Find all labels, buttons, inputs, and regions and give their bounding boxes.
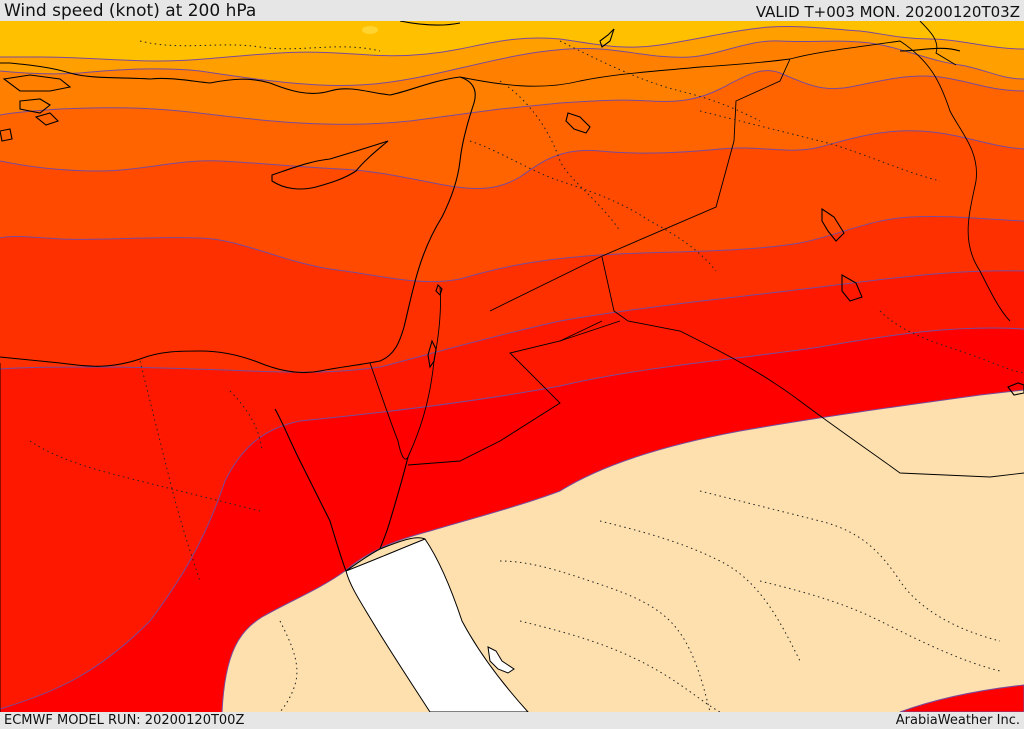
- admin-boundary-5: [879, 310, 1024, 374]
- map-area[interactable]: [0, 21, 1024, 712]
- sea-of-galilee: [435, 283, 443, 297]
- contour-5: [0, 215, 1024, 283]
- contour-6: [0, 270, 1024, 373]
- caspian-sea: [599, 28, 615, 48]
- border-turkey-iran: [919, 21, 957, 66]
- mediterranean-south-coast: [0, 76, 476, 374]
- country-borders: [0, 21, 1024, 712]
- tigris-euphrates-lakes: [821, 207, 863, 302]
- band-1-cell: [362, 26, 378, 34]
- gulf-of-suez: [274, 408, 347, 572]
- speed-contours: [0, 25, 1024, 712]
- admin-boundary-13: [279, 620, 298, 712]
- border-egypt-israel: [369, 362, 409, 460]
- admin-boundaries: [29, 40, 1024, 712]
- dead-sea: [427, 339, 437, 369]
- contour-8: [221, 389, 1024, 712]
- contour-2: [0, 40, 1024, 87]
- contour-4: [0, 130, 1024, 190]
- footer-bar: ECMWF MODEL RUN: 20200120T00Z ArabiaWeat…: [0, 712, 1024, 729]
- band-1-region: [0, 21, 1024, 61]
- lake-assad: [565, 112, 591, 134]
- map-title: Wind speed (knot) at 200 hPa: [4, 1, 257, 21]
- border-iraq-iran: [789, 40, 981, 272]
- border-syria-iraq: [489, 58, 791, 312]
- anatolia-coast: [0, 62, 461, 96]
- admin-boundary-9: [499, 560, 711, 712]
- black-sea-coast: [399, 21, 961, 52]
- header-bar: Wind speed (knot) at 200 hPa VALID T+003…: [0, 0, 1024, 21]
- admin-boundary-11: [699, 490, 1001, 642]
- border-israel-jordan: [407, 286, 441, 458]
- red-sea: [345, 538, 529, 712]
- border-jordan-iraq: [559, 320, 603, 342]
- gulf-of-aqaba: [379, 456, 409, 550]
- contour-1: [0, 25, 1024, 62]
- admin-boundary-6: [139, 360, 201, 582]
- border-iraq-saudi: [601, 256, 1024, 478]
- cyprus: [271, 140, 389, 190]
- admin-boundary-2: [469, 140, 717, 272]
- credit-text: ArabiaWeather Inc.: [895, 713, 1020, 728]
- persian-gulf-coast: [1007, 382, 1024, 396]
- admin-boundary-7: [29, 440, 261, 512]
- border-syria-turkey: [459, 58, 791, 87]
- sinai-coast: [345, 537, 426, 572]
- contour-7: [0, 327, 1024, 710]
- coastlines: [0, 21, 1024, 572]
- aegean-islands: [0, 74, 72, 142]
- border-kuwait: [979, 270, 1011, 322]
- admin-boundary-14: [559, 40, 761, 122]
- model-run: ECMWF MODEL RUN: 20200120T00Z: [4, 713, 245, 728]
- wind-speed-map: [0, 21, 1024, 712]
- farasan-islands: [487, 646, 515, 674]
- valid-time: VALID T+003 MON. 20200120T03Z: [755, 3, 1020, 21]
- admin-boundary-1: [139, 40, 381, 52]
- admin-boundary-3: [499, 80, 621, 232]
- contour-3: [0, 70, 1024, 125]
